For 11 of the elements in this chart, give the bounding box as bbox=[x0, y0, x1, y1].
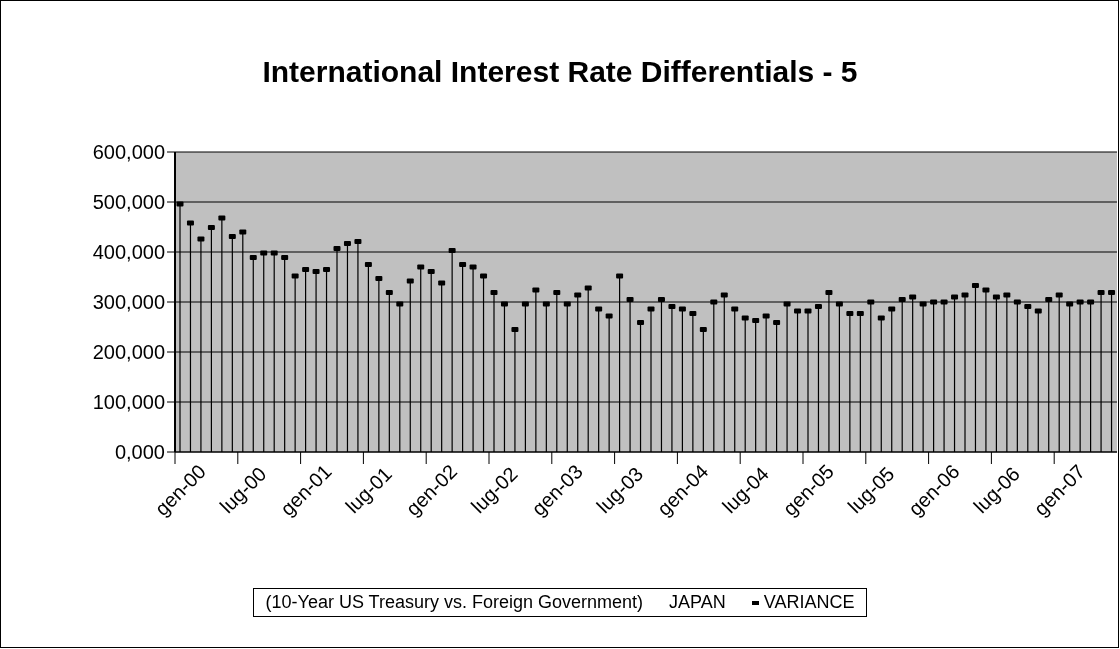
y-tick-label: 400,000 bbox=[92, 241, 165, 264]
text: (10-Year US Treasury vs. Foreign Government) bbox=[265, 592, 644, 613]
text: JAPAN bbox=[669, 592, 726, 613]
legend-label: VARIANCE bbox=[762, 592, 855, 613]
y-tick-label: 100,000 bbox=[92, 391, 165, 414]
y-tick-label: 500,000 bbox=[92, 191, 165, 214]
y-tick-label: 300,000 bbox=[92, 291, 165, 314]
y-tick-label: 200,000 bbox=[92, 341, 165, 364]
y-tick-label: 600,000 bbox=[92, 141, 165, 164]
chart-title: International Interest Rate Differentials - 5 bbox=[261, 55, 859, 89]
y-tick-label: 0,000 bbox=[114, 441, 165, 464]
